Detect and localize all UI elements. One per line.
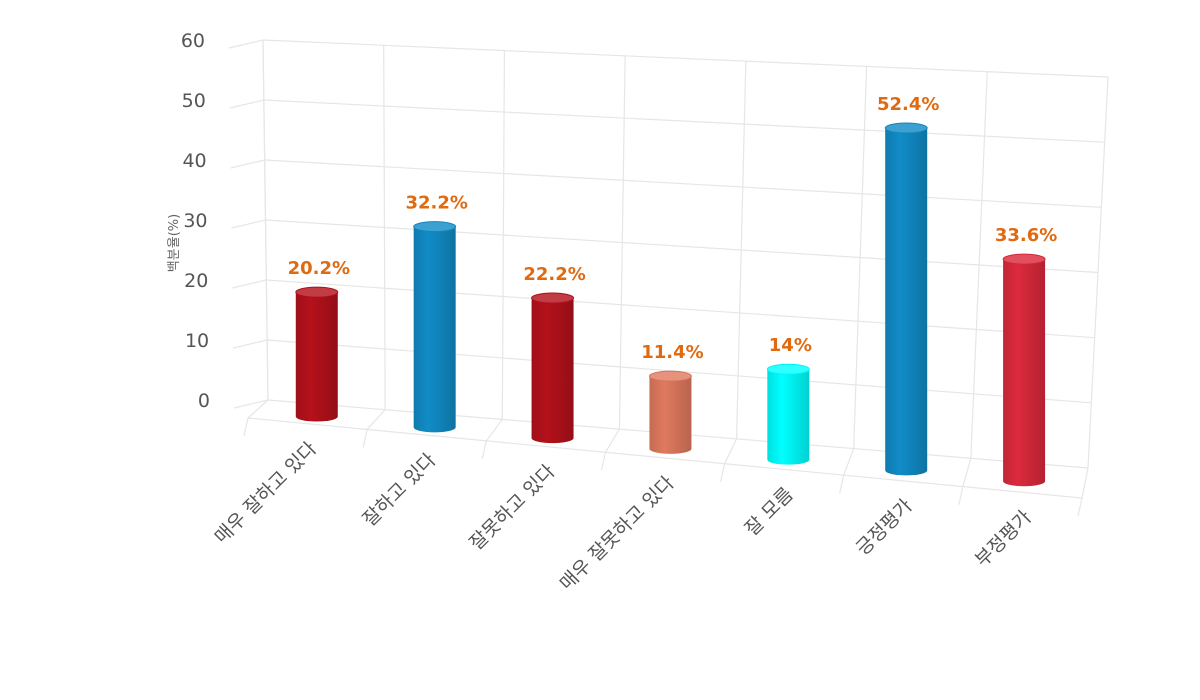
x-category-label: 매우 잘하고 있다 <box>210 438 321 549</box>
floor-line <box>843 448 855 476</box>
y-tick-label: 0 <box>198 390 210 412</box>
bar-top <box>766 363 810 375</box>
bar-top <box>884 122 928 134</box>
bar-7 <box>1002 253 1046 487</box>
gridline-tick-stub <box>230 159 265 169</box>
floor-line <box>247 399 269 419</box>
x-category-label: 잘못하고 있다 <box>465 461 559 555</box>
gridline-horizontal <box>263 99 1105 143</box>
x-tick <box>600 452 607 471</box>
bar-body <box>413 226 456 433</box>
gridline-tick-stub <box>233 339 268 349</box>
gridline-tick-stub <box>231 219 266 229</box>
gridline-horizontal <box>262 39 1109 78</box>
x-category-label: 부정평가 <box>971 506 1036 571</box>
bar-top <box>295 286 339 298</box>
x-tick <box>481 440 487 459</box>
y-axis-ticks: 0 10 20 30 40 50 60 <box>181 30 210 412</box>
x-tick <box>839 475 845 494</box>
gridline-horizontal <box>265 219 1099 274</box>
floor-line <box>724 438 738 464</box>
y-tick-label: 50 <box>182 90 206 112</box>
bar-body <box>531 298 574 444</box>
bar-body <box>295 292 338 422</box>
gridline-tick-stub <box>232 279 267 289</box>
x-category-label: 긍정평가 <box>852 495 917 560</box>
x-category-label: 잘 모름 <box>741 483 798 540</box>
y-tick-label: 30 <box>183 210 207 232</box>
data-label: 11.4% <box>641 342 703 363</box>
data-label: 14% <box>769 335 812 356</box>
floor-line <box>1081 467 1089 499</box>
bar-1 <box>295 286 339 422</box>
gridline-vertical <box>618 55 626 430</box>
x-tick <box>719 463 726 482</box>
data-label: 22.2% <box>523 264 585 285</box>
floor-line <box>485 419 503 442</box>
data-label: 32.2% <box>405 193 467 214</box>
bar-body <box>1003 259 1046 487</box>
bar-top <box>648 370 692 382</box>
x-tick <box>958 486 964 505</box>
bars <box>295 122 1046 487</box>
grid <box>228 39 1109 517</box>
gridline-horizontal <box>264 159 1102 208</box>
gridline-horizontal <box>266 279 1095 339</box>
x-tick <box>243 417 249 437</box>
bar-body <box>885 128 928 476</box>
data-label: 20.2% <box>288 258 350 279</box>
floor-line <box>604 428 620 453</box>
data-label: 52.4% <box>877 94 939 115</box>
gridline-vertical <box>970 71 988 459</box>
bar-2 <box>413 221 457 433</box>
x-tick <box>362 429 368 448</box>
floor-line <box>366 409 386 430</box>
x-tick <box>1077 497 1083 517</box>
y-axis-title: 백분율(%) <box>167 214 182 272</box>
left-wall-edge <box>262 39 269 401</box>
floor-line <box>962 458 972 487</box>
bar-4 <box>648 370 692 454</box>
gridline-vertical <box>501 50 506 420</box>
y-tick-label: 60 <box>181 30 205 52</box>
gridline-tick-stub <box>228 39 264 49</box>
gridline-vertical <box>853 66 868 449</box>
gridline-vertical <box>735 61 747 439</box>
gridline-tick-stub <box>229 99 264 109</box>
x-category-label: 매우 잘못하고 있다 <box>556 472 679 595</box>
bar-top <box>413 221 457 233</box>
bar-top <box>531 292 575 304</box>
y-tick-label: 40 <box>182 150 206 172</box>
bar-body <box>649 376 692 454</box>
floor-front-edge <box>247 417 1083 499</box>
y-tick-label: 20 <box>184 270 208 292</box>
data-labels: 20.2% 32.2% 22.2% 11.4% 14% 52.4% 33.6% <box>288 94 1058 363</box>
gridline-vertical <box>383 45 386 410</box>
x-category-label: 잘하고 있다 <box>359 449 441 531</box>
y-tick-label: 10 <box>185 330 209 352</box>
bar-6 <box>884 122 928 476</box>
gridline-vertical <box>1087 76 1109 469</box>
data-label: 33.6% <box>995 225 1057 246</box>
gridline-tick-stub <box>233 399 269 409</box>
bar-5 <box>766 363 810 465</box>
bar-top <box>1002 253 1046 265</box>
bar-3 <box>531 292 575 444</box>
bar-body <box>767 369 810 465</box>
